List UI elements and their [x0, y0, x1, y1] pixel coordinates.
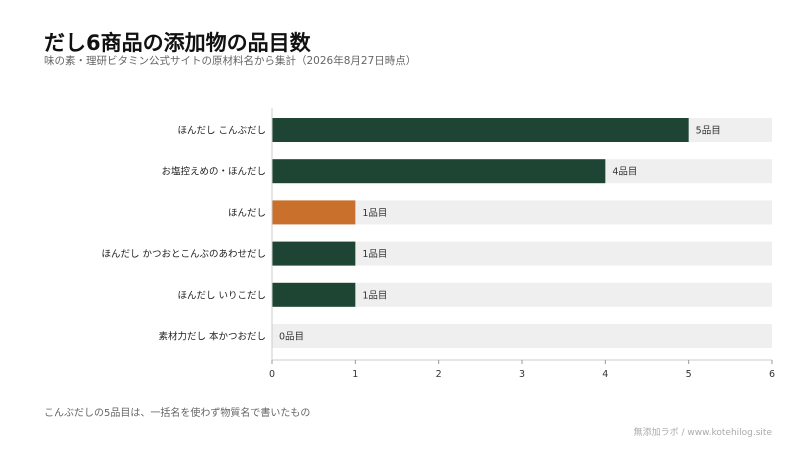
- category-label: ほんだし こんぶだし: [177, 126, 266, 137]
- bar: [272, 159, 606, 184]
- bar: [272, 118, 689, 142]
- x-tick-label: 3: [519, 369, 525, 380]
- category-label: ほんだし いりこだし: [177, 290, 266, 301]
- chart-title: だし6商品の添加物の品目数: [44, 31, 311, 55]
- bar-track: [272, 324, 772, 348]
- x-tick-label: 0: [269, 369, 275, 380]
- bar: [272, 200, 356, 225]
- source-credit: 無添加ラボ / www.kotehilog.site: [633, 428, 772, 438]
- x-tick-label: 4: [602, 369, 608, 380]
- x-tick-label: 1: [352, 369, 358, 380]
- data-label: 1品目: [362, 208, 387, 219]
- data-label: 1品目: [362, 249, 387, 260]
- category-label: ほんだし かつおとこんぶのあわせだし: [101, 249, 266, 260]
- data-label: 1品目: [362, 290, 387, 301]
- x-tick-label: 2: [436, 369, 442, 380]
- bar: [272, 241, 356, 266]
- bar: [272, 282, 356, 307]
- category-label: 素材力だし 本かつおだし: [158, 331, 266, 343]
- category-label: ほんだし: [228, 208, 266, 219]
- category-label: お塩控えめの・ほんだし: [161, 166, 266, 178]
- footnote: こんぶだしの5品目は、一括名を使わず物質名で書いたもの: [44, 408, 311, 419]
- data-label: 5品目: [696, 126, 721, 137]
- data-label: 4品目: [612, 167, 637, 178]
- x-tick-label: 5: [686, 369, 692, 380]
- x-tick-label: 6: [769, 369, 775, 380]
- data-label: 0品目: [279, 332, 304, 343]
- chart-subtitle: 味の素・理研ビタミン公式サイトの原材料名から集計（2026年8月27日時点）: [44, 55, 417, 67]
